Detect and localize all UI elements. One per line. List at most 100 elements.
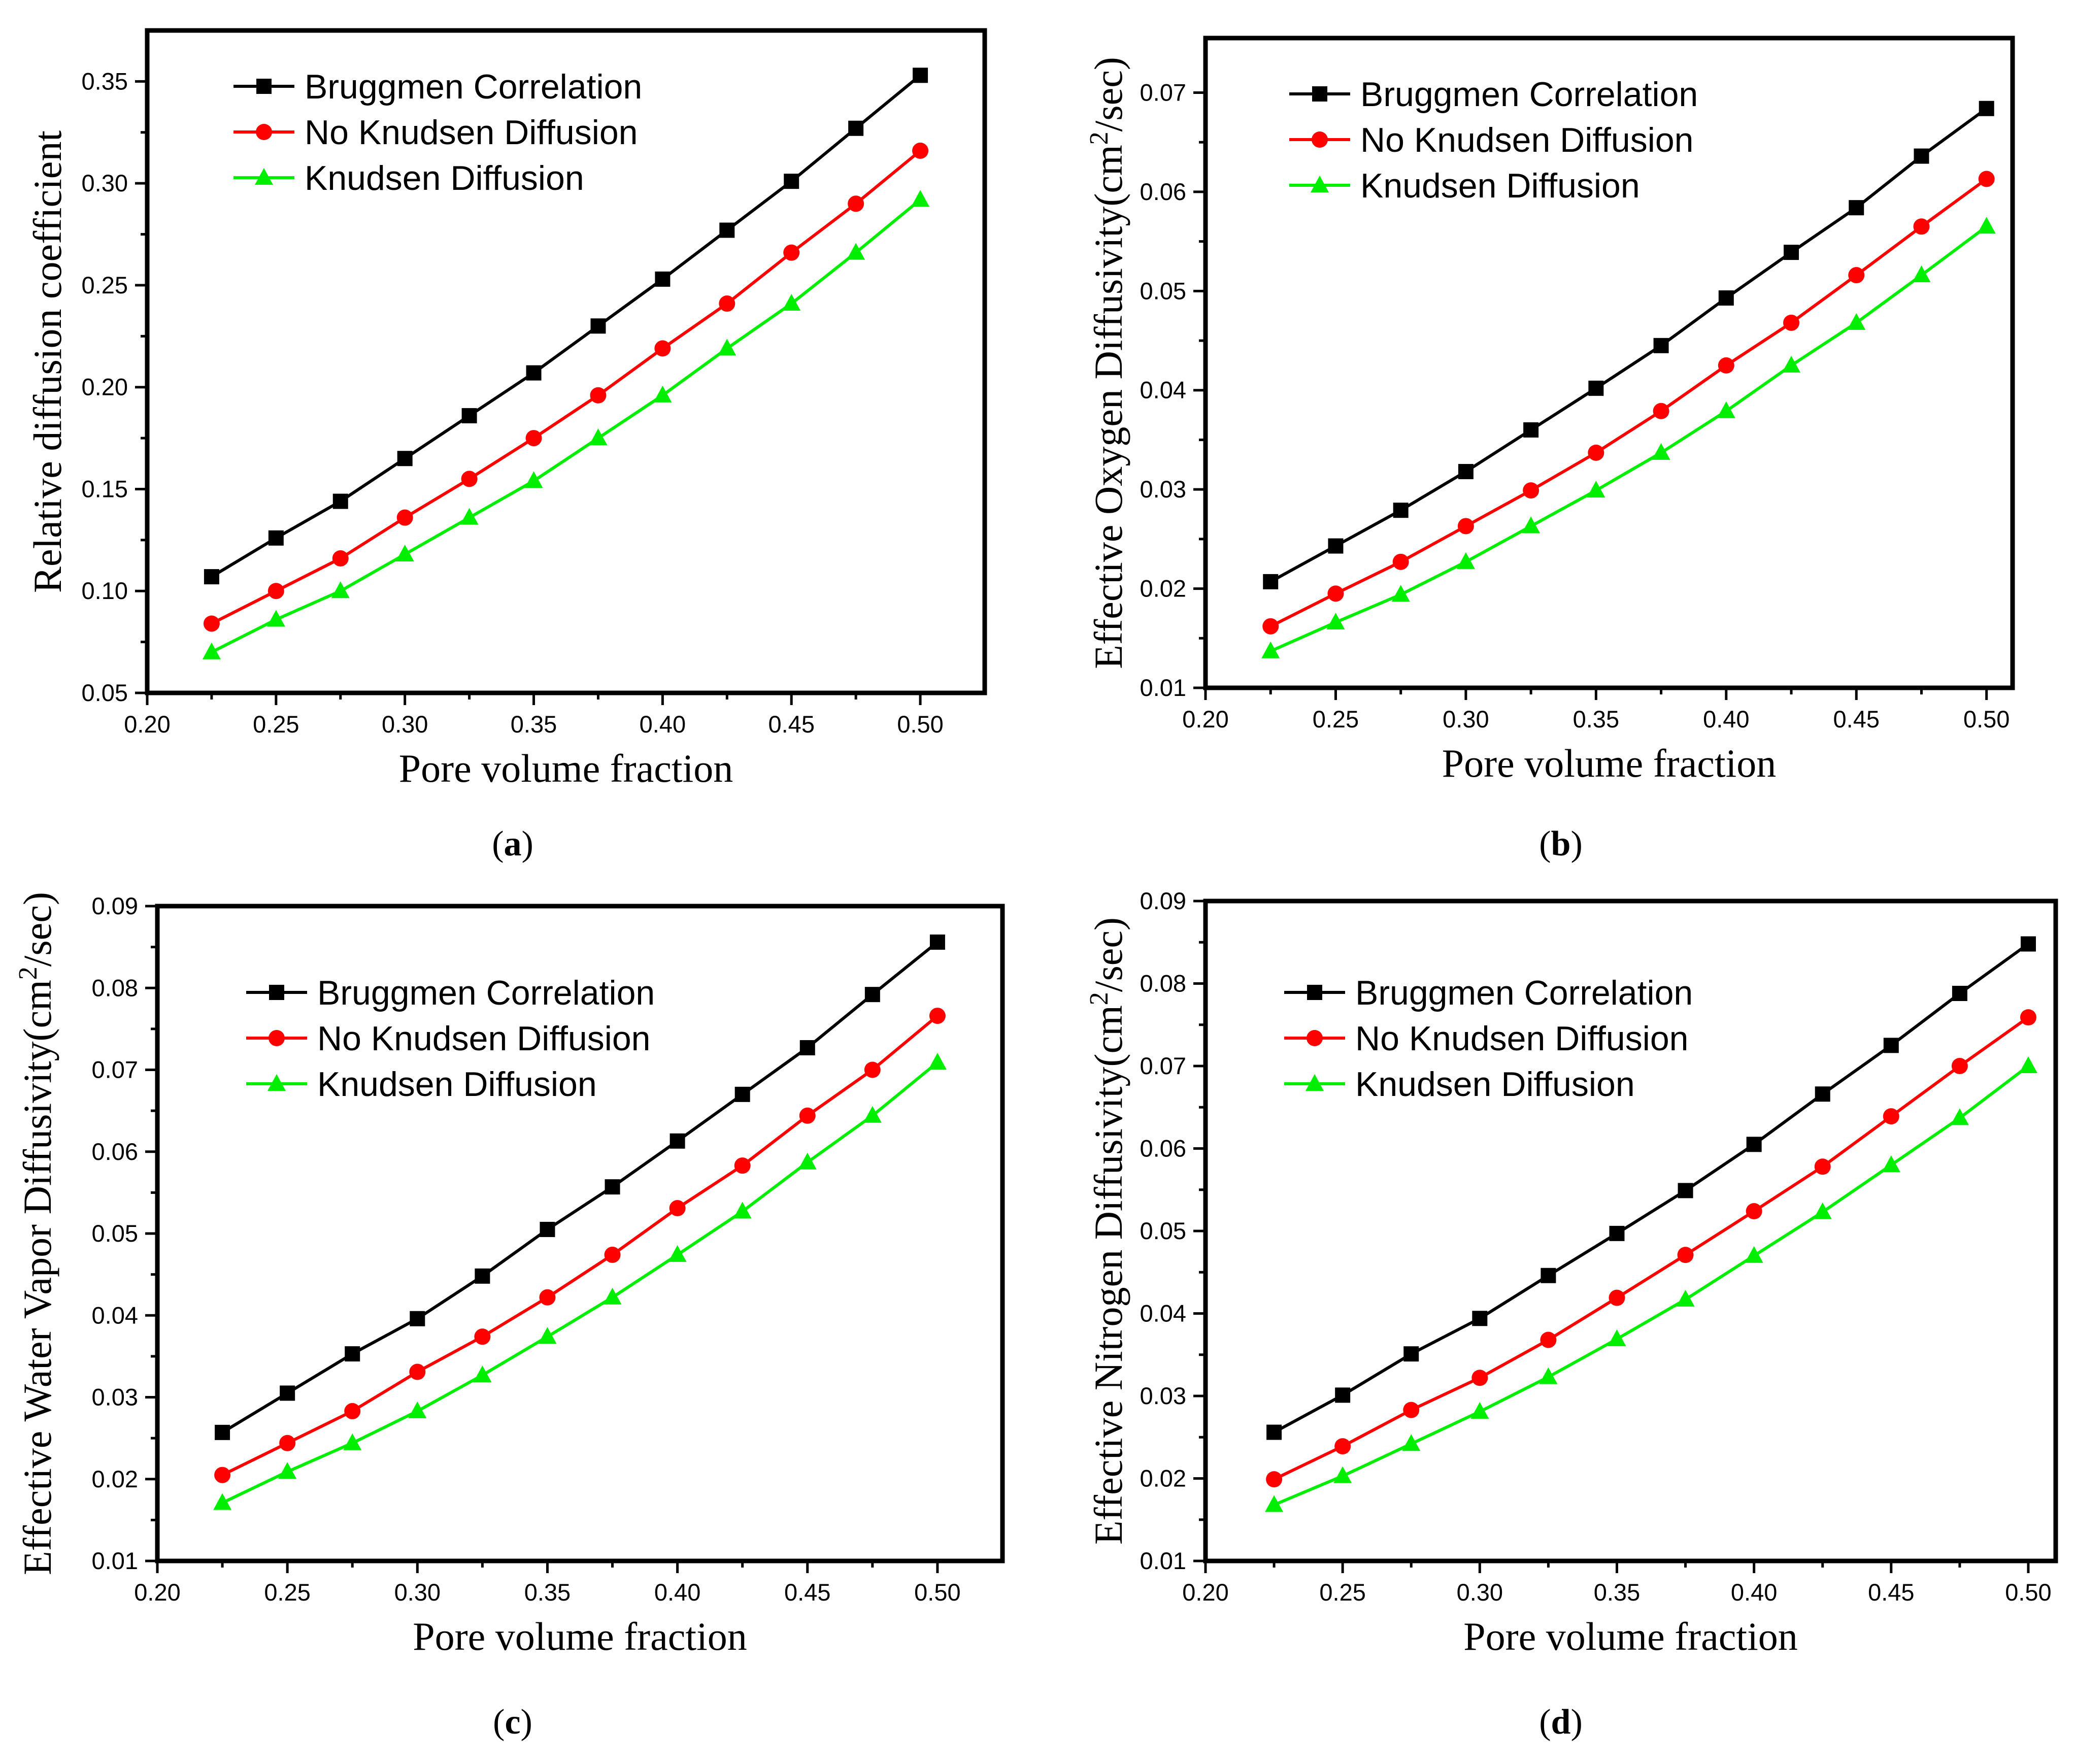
panel-c-no-knudsen-diffusion-point: [474, 1328, 491, 1345]
panel-a-label: (a): [492, 824, 533, 863]
panel-b-no-knudsen-diffusion-point: [1588, 444, 1604, 461]
panel-a-knudsen-diffusion-point: [911, 190, 930, 207]
panel-b-series-bruggmen-correlation: [1263, 101, 1994, 589]
panel-d-x-axis-title: Pore volume fraction: [1463, 1614, 1797, 1658]
panel-d-plot-frame: [1203, 898, 2058, 1563]
panel-b-bruggmen-correlation-point: [1718, 290, 1734, 306]
panel-a-bruggmen-correlation-point: [655, 271, 671, 287]
panel-b: 0.20 0.25 0.30 0.35 0.40 0.45 0.50 0.01 0.02 0.03…: [1085, 36, 2015, 863]
panel-d-bruggmen-correlation-point: [1815, 1086, 1830, 1102]
panel-a-bruggmen-correlation-point: [204, 569, 219, 585]
panel-b-bruggmen-correlation-point: [1328, 538, 1344, 554]
panel-a-series-bruggmen-correlation: [204, 68, 928, 585]
panel-c-bruggmen-correlation-point: [734, 1086, 750, 1102]
panel-c-ytick-label: 0.01: [92, 1547, 138, 1574]
panel-a-bruggmen-correlation-point: [913, 68, 928, 83]
panel-a-bruggmen-correlation-point: [461, 408, 477, 423]
panel-c-no-knudsen-diffusion-point: [604, 1246, 621, 1263]
panel-c-ytick-label: 0.09: [92, 892, 138, 919]
panel-c-no-knudsen-diffusion-point: [669, 1200, 686, 1217]
panel-c-x-axis-title: Pore volume fraction: [413, 1614, 747, 1658]
panel-b-label-open: (: [1539, 824, 1551, 863]
panel-b-no-knudsen-diffusion-point: [1913, 218, 1930, 235]
panel-c-ytick-label: 0.07: [92, 1056, 138, 1083]
panel-b-no-knudsen-diffusion-point: [1718, 357, 1734, 374]
panel-d-xtick-label: 0.25: [1319, 1579, 1365, 1606]
panel-b-label-close: ): [1570, 824, 1582, 863]
panel-b-ytick-label: 0.06: [1140, 178, 1186, 205]
panel-d-bruggmen-correlation-point: [1472, 1311, 1488, 1326]
panel-b-bruggmen-correlation-point: [1979, 101, 1994, 116]
panel-a-knudsen-diffusion-point: [524, 471, 543, 488]
panel-b-no-knudsen-diffusion-point: [1457, 518, 1474, 535]
panel-b-bruggmen-correlation-point: [1588, 380, 1604, 396]
panel-d-ytick-label: 0.04: [1140, 1300, 1186, 1327]
panel-d-knudsen-diffusion-line: [1273, 1064, 2029, 1507]
panel-a-legend: Bruggmen Correlation No Knudsen Diffusion…: [233, 68, 642, 197]
panel-a-legend-label-knudsen-diffusion: Knudsen Diffusion: [305, 159, 584, 197]
panel-a-xtick-label: 0.20: [124, 711, 170, 738]
panel-d-y-axis-title-tail: /sec): [1086, 917, 1130, 992]
panel-d-y-axis-title-sup: 2: [1085, 992, 1114, 1005]
panel-b-legend-label-knudsen-diffusion: Knudsen Diffusion: [1360, 167, 1640, 205]
panel-d-no-knudsen-diffusion-point: [1677, 1247, 1694, 1263]
panel-b-xtick-label: 0.20: [1182, 706, 1228, 733]
panel-d-knudsen-diffusion-point: [1882, 1155, 1900, 1172]
panel-c-xtick-label: 0.30: [394, 1579, 441, 1606]
panel-b-series-knudsen-diffusion: [1261, 217, 1996, 658]
panel-c-knudsen-diffusion-point: [863, 1106, 882, 1123]
panel-a-bruggmen-correlation-point: [397, 451, 413, 467]
panel-d-knudsen-diffusion-point: [1333, 1466, 1352, 1483]
panel-a-plot-frame: [145, 28, 987, 695]
panel-b-no-knudsen-diffusion-point: [1523, 482, 1539, 499]
panel-b-ytick-label: 0.01: [1140, 674, 1186, 701]
panel-c-legend: Bruggmen Correlation No Knudsen Diffusion…: [246, 974, 655, 1104]
panel-d-no-knudsen-diffusion-point: [1883, 1108, 1899, 1125]
panel-d-knudsen-diffusion-point: [1950, 1108, 1969, 1125]
panel-c-bruggmen-correlation-point: [864, 987, 880, 1003]
panel-c-bruggmen-correlation-point: [605, 1179, 620, 1195]
panel-c-ytick-label: 0.05: [92, 1220, 138, 1247]
panel-a-legend-marker-bruggmen-correlation: [256, 79, 272, 94]
panel-d-bruggmen-correlation-point: [1883, 1038, 1899, 1053]
panel-d-knudsen-diffusion-point: [1745, 1246, 1763, 1263]
panel-d-no-knudsen-diffusion-point: [1334, 1438, 1351, 1455]
panel-a: 0.20 0.25 0.30 0.35 0.40 0.45 0.50 0.05 0.10 0.15…: [25, 28, 987, 863]
panel-c-label-letter: c: [505, 1703, 520, 1742]
panel-b-bruggmen-correlation-point: [1263, 574, 1279, 589]
panel-d-no-knudsen-diffusion-point: [1403, 1402, 1420, 1418]
panel-a-label-letter: a: [504, 824, 522, 863]
panel-a-bruggmen-correlation-point: [848, 120, 864, 136]
panel-a-xtick-label: 0.25: [253, 711, 299, 738]
panel-d-bruggmen-correlation-point: [1952, 986, 1967, 1001]
panel-a-x-axis-title: Pore volume fraction: [399, 746, 733, 790]
panel-b-knudsen-diffusion-point: [1326, 613, 1345, 630]
panel-c-bruggmen-correlation-point: [410, 1311, 425, 1326]
panel-a-bruggmen-correlation-point: [332, 493, 348, 509]
panel-b-knudsen-diffusion-point: [1717, 401, 1735, 418]
panel-d-legend-label-no-knudsen-diffusion: No Knudsen Diffusion: [1355, 1019, 1689, 1058]
panel-c-ytick-label: 0.04: [92, 1302, 138, 1328]
panel-a-no-knudsen-diffusion-point: [719, 295, 735, 312]
panel-d-bruggmen-correlation-point: [1678, 1183, 1693, 1199]
panel-c-no-knudsen-diffusion-point: [539, 1289, 556, 1306]
panel-a-knudsen-diffusion-point: [331, 581, 350, 598]
panel-b-xtick-label: 0.45: [1833, 706, 1880, 733]
panel-a-knudsen-diffusion-point: [718, 339, 737, 356]
panel-c-ytick-label: 0.06: [92, 1138, 138, 1165]
panel-c-ytick-label: 0.02: [92, 1466, 138, 1492]
panel-b-knudsen-diffusion-point: [1652, 443, 1670, 460]
panel-d-knudsen-diffusion-point: [2019, 1056, 2037, 1073]
panel-a-xtick-label: 0.50: [897, 711, 943, 738]
panel-a-no-knudsen-diffusion-point: [912, 142, 929, 159]
panel-d-ytick-label: 0.03: [1140, 1382, 1186, 1409]
panel-a-knudsen-diffusion-point: [395, 544, 414, 561]
panel-d-y-axis-title: Effective Nitrogen Diffusivity(cm2/sec): [1085, 917, 1130, 1545]
panel-a-knudsen-diffusion-point: [589, 428, 608, 446]
panel-c-no-knudsen-diffusion-point: [734, 1157, 751, 1174]
panel-b-x-axis-title: Pore volume fraction: [1442, 741, 1776, 785]
panel-d-legend-marker-knudsen-diffusion: [1306, 1074, 1324, 1091]
panel-c-bruggmen-correlation-point: [799, 1040, 815, 1055]
